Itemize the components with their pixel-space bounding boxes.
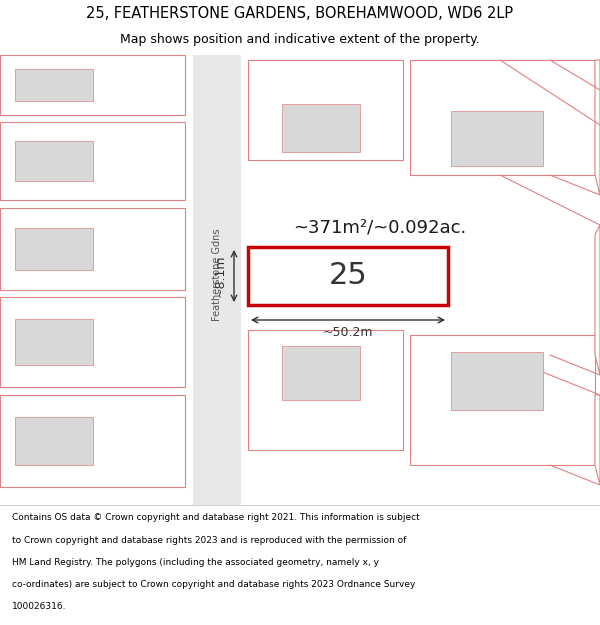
- Text: to Crown copyright and database rights 2023 and is reproduced with the permissio: to Crown copyright and database rights 2…: [12, 536, 406, 544]
- Bar: [451, 111, 543, 166]
- Text: ~8.1m: ~8.1m: [214, 255, 227, 298]
- Bar: [15, 69, 92, 101]
- Bar: [0, 297, 185, 387]
- Text: ~50.2m: ~50.2m: [323, 326, 373, 339]
- Polygon shape: [595, 395, 600, 485]
- Text: 25, FEATHERSTONE GARDENS, BOREHAMWOOD, WD6 2LP: 25, FEATHERSTONE GARDENS, BOREHAMWOOD, W…: [86, 6, 514, 21]
- Bar: [15, 417, 92, 465]
- Bar: [0, 122, 185, 200]
- Bar: [15, 319, 92, 366]
- Bar: [282, 104, 359, 152]
- Text: co-ordinates) are subject to Crown copyright and database rights 2023 Ordnance S: co-ordinates) are subject to Crown copyr…: [12, 580, 415, 589]
- Bar: [282, 346, 359, 399]
- Text: HM Land Registry. The polygons (including the associated geometry, namely x, y: HM Land Registry. The polygons (includin…: [12, 558, 379, 567]
- Bar: [248, 60, 403, 160]
- Bar: [0, 55, 185, 115]
- Bar: [410, 60, 595, 175]
- Polygon shape: [595, 225, 600, 375]
- Text: 100026316.: 100026316.: [12, 602, 67, 611]
- Bar: [15, 141, 92, 181]
- Text: 25: 25: [329, 261, 367, 291]
- Text: Contains OS data © Crown copyright and database right 2021. This information is : Contains OS data © Crown copyright and d…: [12, 513, 420, 522]
- Bar: [410, 335, 595, 465]
- Bar: [0, 395, 185, 487]
- Bar: [193, 55, 241, 505]
- Bar: [248, 247, 448, 305]
- Text: Map shows position and indicative extent of the property.: Map shows position and indicative extent…: [120, 33, 480, 46]
- Bar: [451, 352, 543, 411]
- Text: Featherstone Gdns: Featherstone Gdns: [212, 229, 222, 321]
- Text: ~371m²/~0.092ac.: ~371m²/~0.092ac.: [293, 218, 467, 236]
- Polygon shape: [595, 60, 600, 195]
- Bar: [15, 228, 92, 271]
- Bar: [248, 330, 403, 450]
- Bar: [0, 208, 185, 290]
